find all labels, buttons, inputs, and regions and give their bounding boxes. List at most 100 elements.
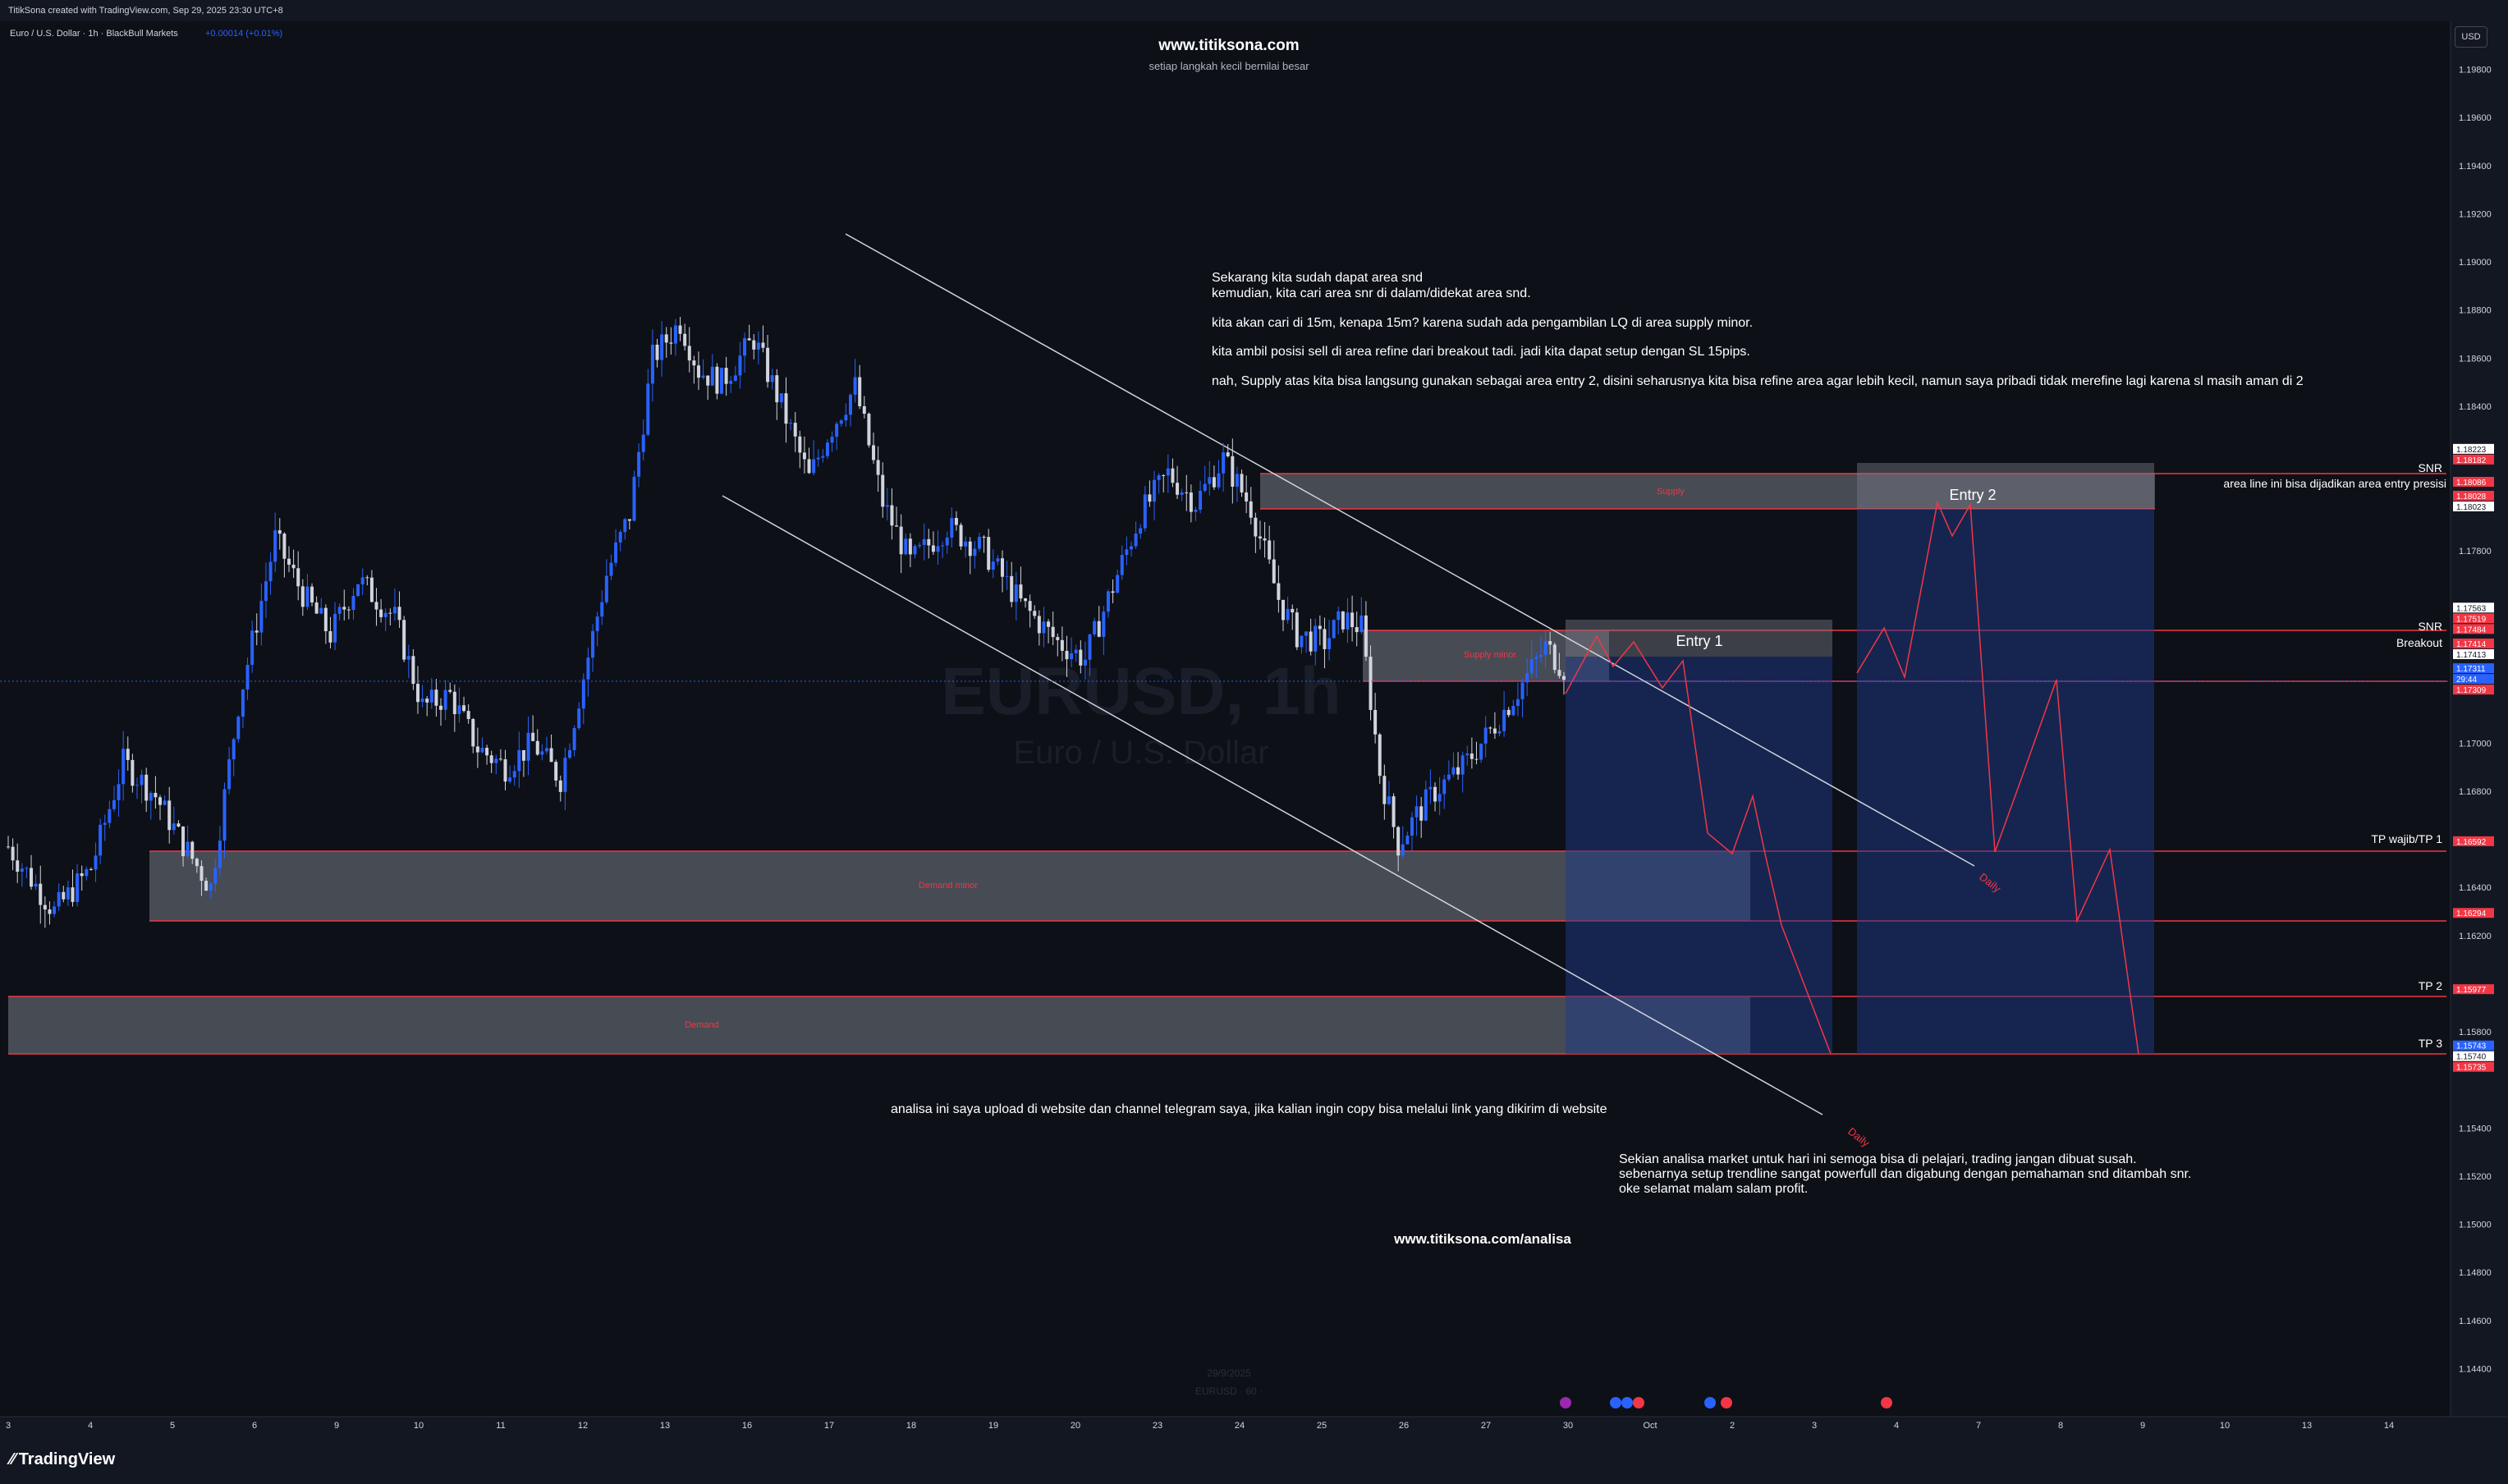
entry2-reward-box[interactable] [1857,509,2154,1054]
event-marker-icon[interactable] [1881,1397,1892,1408]
candle-body [388,612,392,614]
candle-body [1199,490,1203,511]
candle-body [1005,575,1009,577]
candle-body [337,607,342,614]
entry2-risk-box[interactable] [1857,463,2154,509]
candle-body [273,530,277,562]
supply-minor-zone-label: Supply minor [1464,650,1517,660]
candle-body [678,325,682,334]
candle-body [1502,709,1506,731]
candle-body [1552,644,1557,671]
candle-body [300,586,305,607]
note-line-4: kita ambil posisi sell di area refine da… [1212,345,1750,359]
candle-body [126,749,130,760]
event-marker-icon[interactable] [1621,1397,1633,1408]
candle-body [232,739,236,760]
note-line-5: nah, Supply atas kita bisa langsung guna… [1212,374,2304,388]
candle-body [411,656,415,685]
upload-note: analisa ini saya upload di website dan c… [891,1102,1607,1116]
candle-body [1300,635,1304,648]
price-tick-label: 1.18600 [2459,354,2492,364]
candle-body [342,607,346,610]
candle-body [1327,638,1332,649]
time-tick-label: 25 [1317,1421,1327,1431]
candle-body [646,383,650,435]
price-tick-label: 1.15800 [2459,1028,2492,1037]
candle-body [922,538,926,545]
candle-body [1341,611,1345,630]
candle-body [429,689,433,703]
time-tick-label: 24 [1235,1421,1245,1431]
candle-body [1346,612,1350,630]
candle-body [554,762,558,781]
price-tag-label: 1.18028 [2456,492,2487,502]
supply-zone[interactable] [1260,474,2155,509]
closing-line-3: oke selamat malam salam profit. [1619,1182,1808,1196]
candle-body [1028,601,1032,611]
candle-body [692,360,696,366]
candle-body [733,375,737,381]
snr-top-label: SNR [2418,461,2442,474]
price-tick-label: 1.16800 [2459,787,2492,797]
event-markers[interactable] [1560,1397,1892,1408]
candle-body [195,859,199,867]
event-marker-icon[interactable] [1633,1397,1644,1408]
candle-body [282,534,287,559]
candle-body [319,607,323,614]
candle-body [1465,753,1469,756]
candle-body [264,581,268,602]
candle-body [890,505,894,526]
candle-body [94,855,98,870]
candle-body [908,538,912,555]
candle-body [729,380,733,384]
time-axis[interactable]: 3 4 5 6 9 10 11 12 13 16 17 18 19 20 23 24 25 26 27 30 Oct 2 3… [6,1421,2394,1431]
lower-trendline[interactable] [722,495,1823,1115]
candle-body [177,823,181,827]
candle-body [1387,796,1391,804]
event-marker-icon[interactable] [1704,1397,1716,1408]
candle-body [982,537,986,538]
price-axis[interactable]: 1.19800 1.19600 1.19400 1.19200 1.19000 1.188… [2459,66,2492,1375]
candle-body [1373,709,1378,735]
time-tick-label: 8 [2058,1421,2063,1431]
candle-body [1125,549,1129,556]
candle-body [1033,611,1037,616]
candle-body [1520,682,1525,699]
price-tag-label: 1.15735 [2456,1064,2487,1073]
tradingview-logo[interactable]: ⁄⁄ TradingView [10,1450,115,1469]
candle-body [977,537,981,549]
candle-body [1254,517,1258,537]
analysis-link[interactable]: www.titiksona.com/analisa [1393,1231,1571,1247]
tp1-label: TP wajib/TP 1 [2371,832,2442,845]
candle-body [1497,731,1502,734]
candle-body [766,347,770,382]
candle-body [99,824,103,856]
candle-body [489,755,493,763]
price-tag [2453,685,2494,695]
candle-body [1534,657,1538,659]
candle-body [918,544,922,547]
candle-body [172,823,176,831]
event-marker-icon[interactable] [1721,1397,1732,1408]
candle-body [802,452,806,460]
candle-body [250,630,254,665]
demand-zone[interactable] [8,996,1750,1054]
candle-body [1208,477,1212,484]
candle-body [1442,779,1447,795]
candle-body [789,423,793,424]
upper-trendline[interactable] [845,233,1975,867]
chart-canvas[interactable]: EURUSD, 1h Euro / U.S. Dollar Supply Sup… [0,21,2508,1453]
candle-body [743,338,747,356]
event-marker-icon[interactable] [1560,1397,1571,1408]
candle-body [1401,844,1405,856]
candle-body [770,375,774,382]
candle-body [1212,477,1216,488]
candle-body [475,746,479,753]
entry1-reward-box[interactable] [1566,657,1832,1054]
demand-minor-zone[interactable] [149,851,1750,921]
currency-button[interactable]: USD [2455,26,2487,48]
entry1-risk-box[interactable] [1566,620,1832,657]
time-tick-label: 14 [2384,1421,2394,1431]
event-marker-icon[interactable] [1610,1397,1621,1408]
candle-body [268,561,273,582]
